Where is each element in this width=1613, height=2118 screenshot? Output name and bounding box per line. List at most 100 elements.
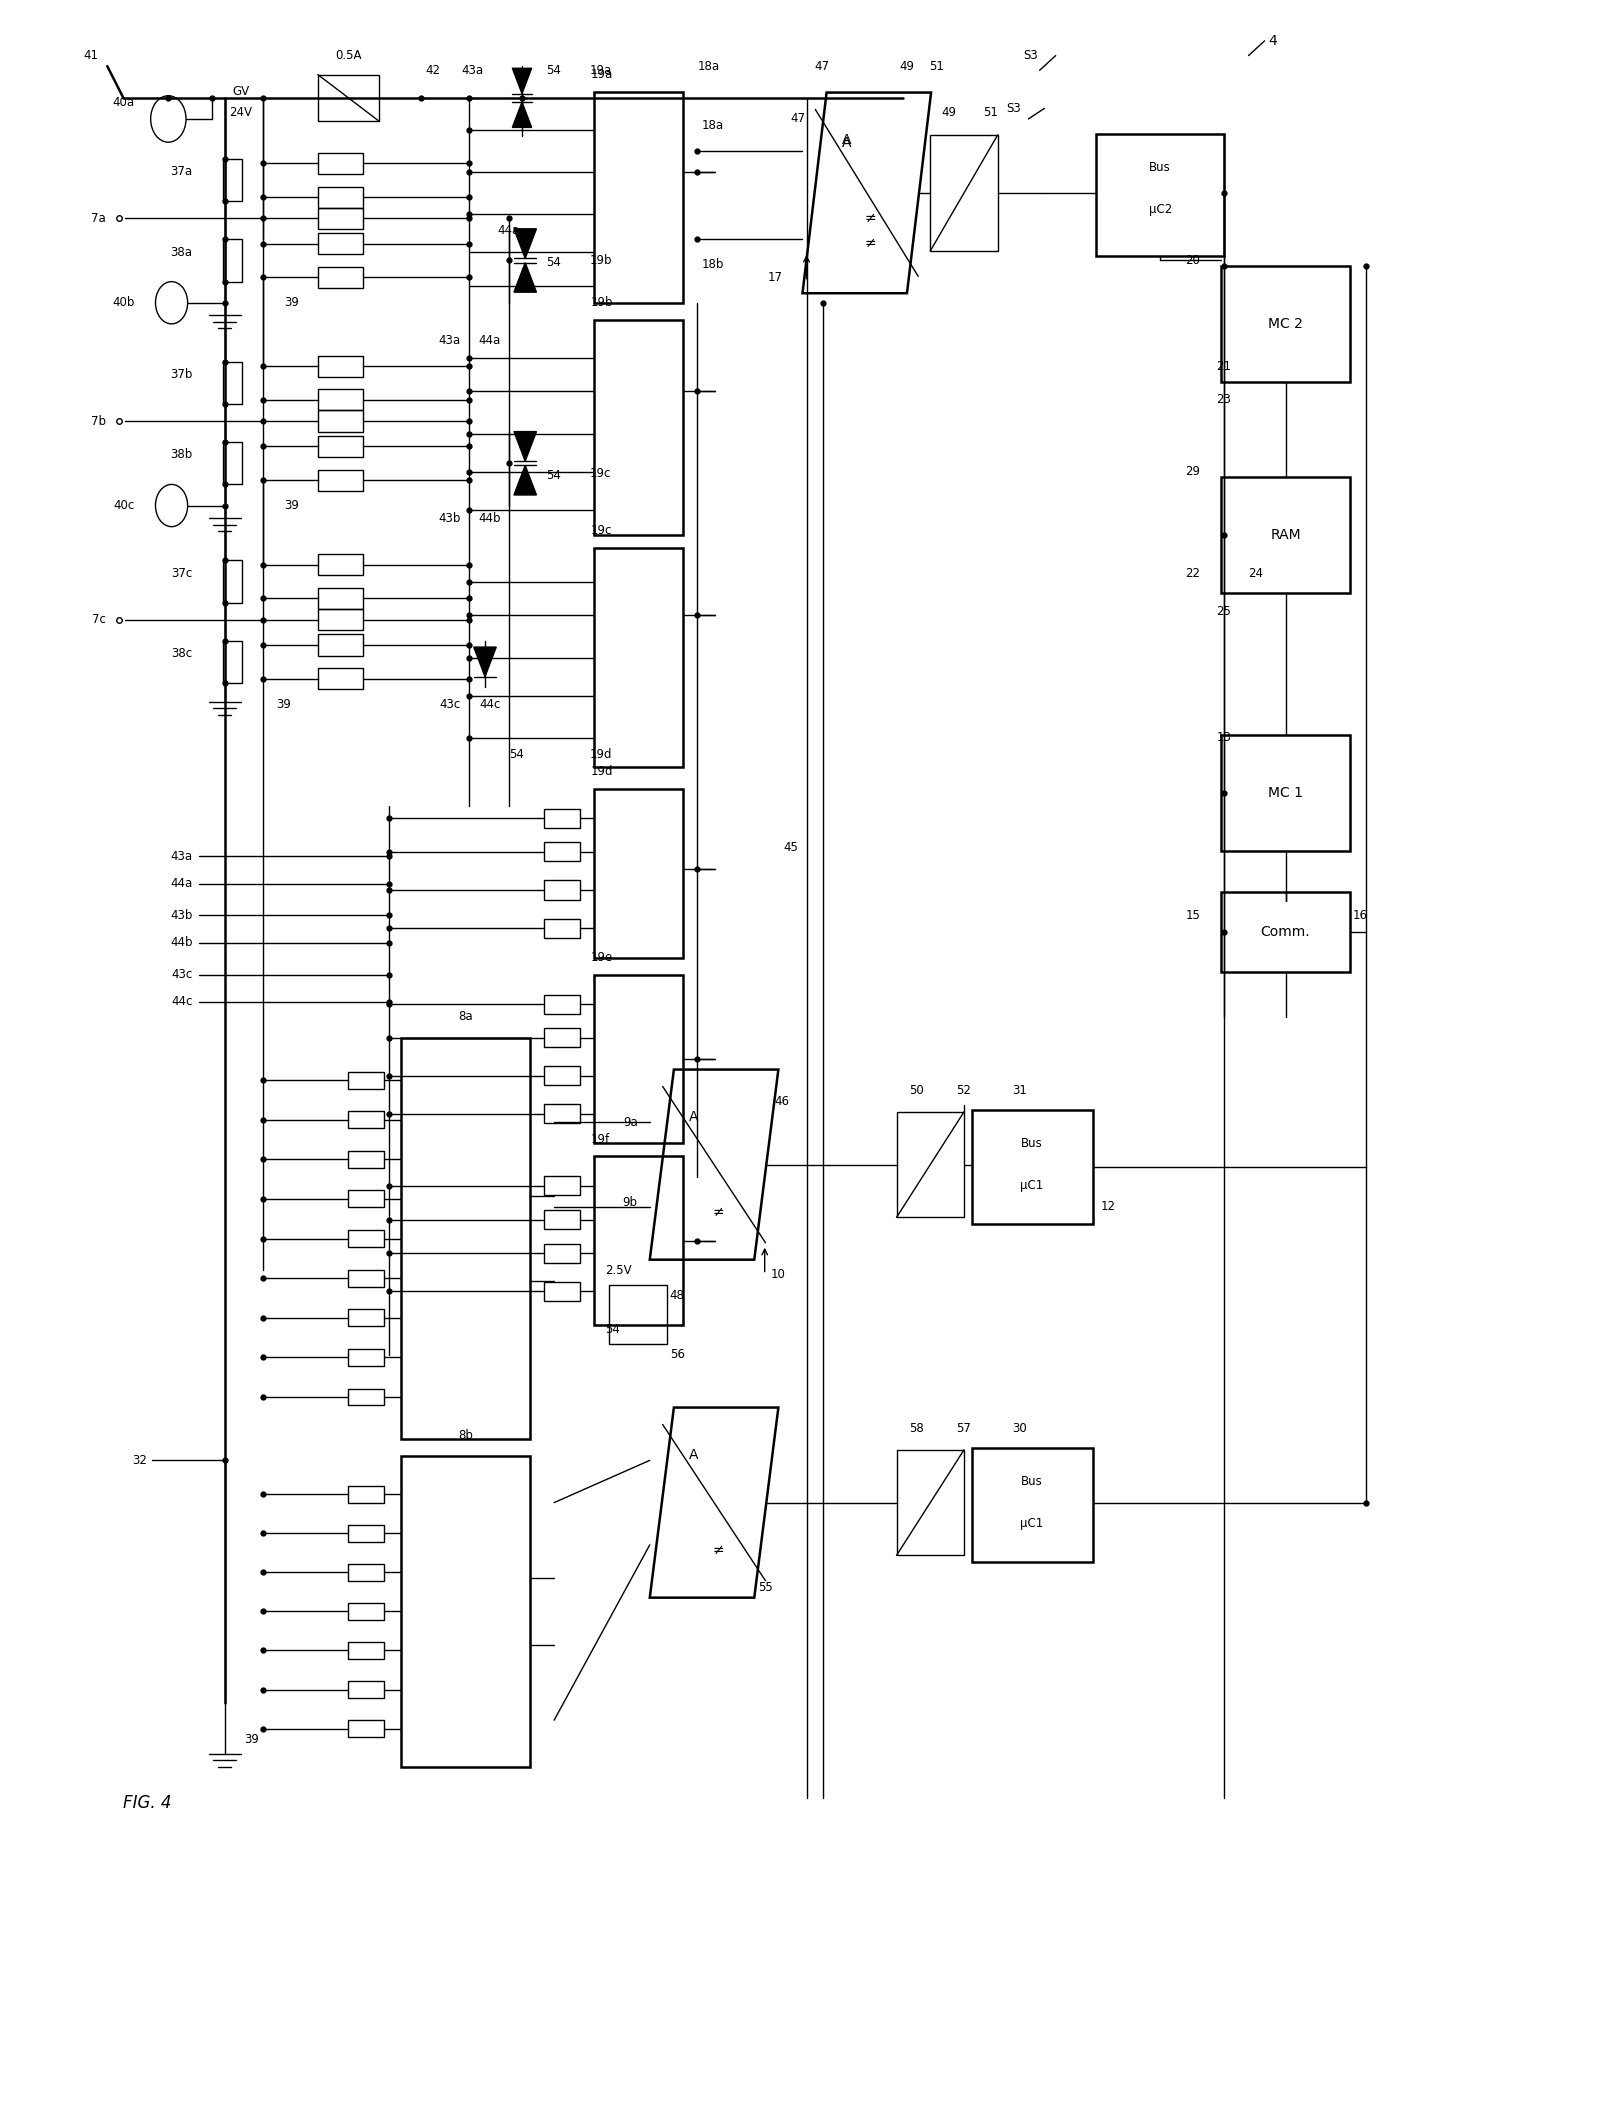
Text: 40a: 40a <box>113 95 134 108</box>
Text: 56: 56 <box>669 1349 686 1362</box>
Bar <box>545 1175 579 1195</box>
Text: 21: 21 <box>1216 360 1231 373</box>
Bar <box>318 635 363 657</box>
Bar <box>594 91 682 303</box>
Bar <box>348 1389 384 1406</box>
Text: FIG. 4: FIG. 4 <box>123 1794 173 1811</box>
Text: 39: 39 <box>284 297 298 309</box>
Bar <box>545 995 579 1015</box>
Text: S3: S3 <box>1024 49 1039 61</box>
Text: 55: 55 <box>758 1580 773 1593</box>
Bar <box>318 470 363 491</box>
Bar <box>223 561 242 604</box>
Bar <box>318 152 363 174</box>
Bar <box>348 1563 384 1580</box>
Text: 47: 47 <box>790 112 805 125</box>
Text: 19f: 19f <box>590 1133 610 1146</box>
Text: 44c: 44c <box>171 995 192 1008</box>
Bar <box>545 1209 579 1228</box>
Bar <box>1221 735 1350 851</box>
Bar <box>318 74 379 121</box>
Bar <box>545 1029 579 1048</box>
Text: 24V: 24V <box>229 106 252 119</box>
Polygon shape <box>515 263 537 292</box>
Text: 43a: 43a <box>439 335 461 347</box>
Text: 43c: 43c <box>171 968 192 981</box>
Text: 16: 16 <box>1353 909 1368 921</box>
Bar <box>348 1150 384 1167</box>
Bar <box>348 1603 384 1620</box>
Text: Bus: Bus <box>1021 1137 1042 1150</box>
Polygon shape <box>515 432 537 462</box>
Bar <box>973 1110 1092 1224</box>
Text: 39: 39 <box>284 500 298 513</box>
Bar <box>608 1286 666 1345</box>
Text: 19a: 19a <box>589 64 611 76</box>
Bar <box>545 1281 579 1300</box>
Text: 4: 4 <box>1268 34 1277 49</box>
Text: 23: 23 <box>1216 394 1231 407</box>
Bar <box>545 1103 579 1123</box>
Text: MC 1: MC 1 <box>1268 786 1303 801</box>
Text: 7a: 7a <box>90 212 106 225</box>
Text: Comm.: Comm. <box>1261 926 1310 938</box>
Text: 43a: 43a <box>171 849 192 862</box>
Bar <box>318 667 363 688</box>
Bar <box>348 1525 384 1542</box>
Text: 57: 57 <box>957 1421 971 1436</box>
Bar <box>348 1485 384 1502</box>
Bar <box>348 1269 384 1286</box>
Polygon shape <box>474 648 497 676</box>
Bar <box>318 208 363 229</box>
Text: 19c: 19c <box>589 468 611 481</box>
Text: 43b: 43b <box>439 513 461 525</box>
Bar <box>897 1451 965 1555</box>
Bar <box>348 1231 384 1248</box>
Text: ≠: ≠ <box>713 1205 724 1220</box>
Text: 12: 12 <box>1100 1201 1116 1214</box>
Text: GV: GV <box>232 85 250 97</box>
Bar <box>318 589 363 610</box>
Text: 44a: 44a <box>479 335 502 347</box>
Text: 8a: 8a <box>458 1010 473 1023</box>
Text: 22: 22 <box>1186 568 1200 580</box>
Text: 38c: 38c <box>171 646 192 661</box>
Bar <box>402 1457 531 1766</box>
Bar <box>348 1349 384 1366</box>
Text: 18a: 18a <box>702 119 724 131</box>
Text: 18a: 18a <box>697 59 719 72</box>
Text: 54: 54 <box>547 64 561 76</box>
Bar <box>545 1065 579 1084</box>
Text: 54: 54 <box>605 1324 621 1336</box>
Text: 20: 20 <box>1186 254 1200 267</box>
Text: 19c: 19c <box>590 525 613 538</box>
Bar <box>318 436 363 457</box>
Text: 43c: 43c <box>440 697 461 712</box>
Text: 0.5A: 0.5A <box>336 49 361 61</box>
Text: ≠: ≠ <box>865 212 876 225</box>
Bar <box>1095 133 1224 256</box>
Bar <box>1221 265 1350 381</box>
Text: 54: 54 <box>547 470 561 483</box>
Text: 38a: 38a <box>171 246 192 258</box>
Text: 37c: 37c <box>171 568 192 580</box>
Text: 30: 30 <box>1013 1421 1027 1436</box>
Text: µC2: µC2 <box>1148 203 1171 216</box>
Bar <box>223 443 242 485</box>
Text: 7c: 7c <box>92 612 106 627</box>
Bar <box>318 186 363 208</box>
Bar <box>223 159 242 201</box>
Text: 40c: 40c <box>113 500 134 513</box>
Bar <box>897 1112 965 1218</box>
Bar <box>223 239 242 282</box>
Bar <box>594 549 682 767</box>
Bar <box>594 974 682 1144</box>
Bar <box>318 411 363 432</box>
Text: 47: 47 <box>815 59 829 72</box>
Bar <box>318 390 363 411</box>
Bar <box>594 320 682 536</box>
Text: 45: 45 <box>784 841 798 854</box>
Bar <box>348 1309 384 1326</box>
Text: 52: 52 <box>957 1084 971 1097</box>
Text: 39: 39 <box>276 697 290 712</box>
